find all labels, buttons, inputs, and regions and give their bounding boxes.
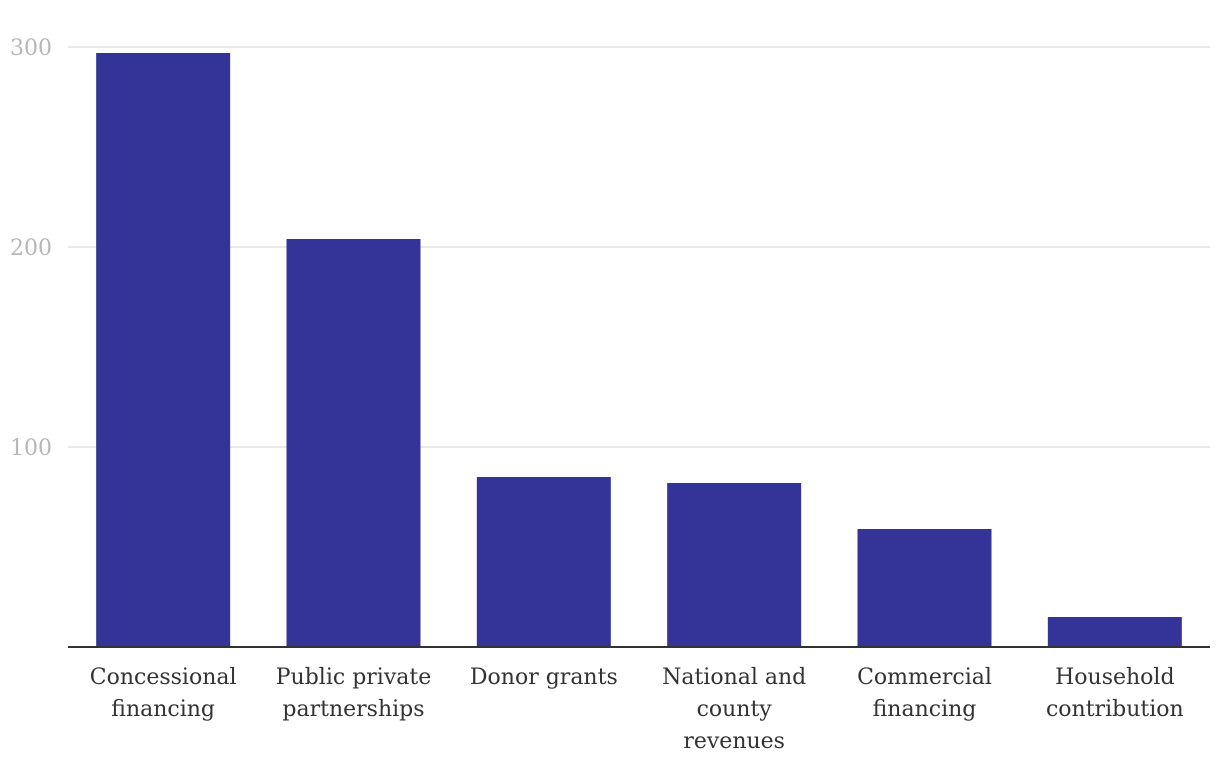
x-tick-label: Concessional financing [90, 665, 237, 722]
bar [667, 483, 802, 647]
x-tick-label: Household contribution [1046, 665, 1184, 722]
y-tick-label: 100 [10, 436, 52, 461]
x-tick-label: Commercial financing [857, 665, 992, 722]
x-tick-label: Donor grants [470, 665, 618, 690]
y-tick-label: 300 [10, 36, 52, 61]
x-tick-label: Public private partnerships [276, 665, 431, 722]
y-axis-ticks: 100 200 300 [10, 36, 52, 461]
bar [286, 239, 421, 647]
bars [96, 53, 1182, 647]
bar [1047, 617, 1182, 647]
grid-lines [68, 46, 1210, 448]
bar [96, 53, 231, 647]
bar [857, 529, 992, 647]
bar [476, 477, 611, 647]
x-tick-label: National and county revenues [662, 665, 806, 754]
x-axis-labels: Concessional financing Public private partn… [90, 665, 1184, 754]
y-tick-label: 200 [10, 236, 52, 261]
